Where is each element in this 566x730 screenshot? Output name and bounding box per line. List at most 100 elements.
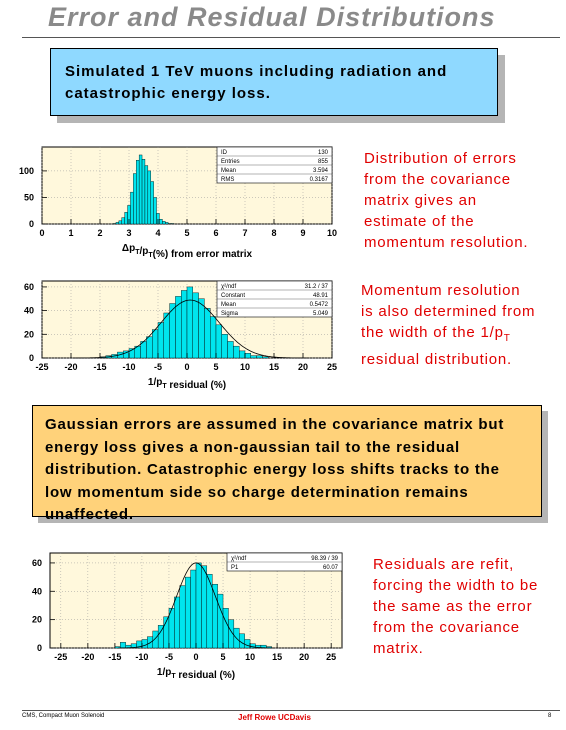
histogram-bar [175, 296, 182, 359]
y-tick-label: 50 [24, 192, 34, 202]
histogram-bar [179, 585, 186, 649]
x-tick-label: -25 [35, 362, 48, 372]
x-tick-label: 3 [126, 228, 131, 238]
note-errors: Distribution of errors from the covarian… [364, 150, 529, 251]
x-tick-label: -25 [54, 652, 67, 662]
histogram-bar [250, 355, 257, 359]
histogram-bar [120, 642, 126, 649]
x-tick-label: -20 [64, 362, 77, 372]
histogram-bar [151, 329, 159, 359]
histogram-bar [133, 173, 137, 225]
y-tick-label: 100 [19, 166, 34, 176]
y-tick-label: 0 [37, 643, 42, 653]
stats-label: χ²/ndf [231, 556, 246, 562]
histogram-bar [244, 353, 251, 359]
stats-label: RMS [221, 177, 234, 183]
y-tick-label: 40 [24, 306, 34, 316]
stats-value: 48.91 [313, 293, 329, 299]
footer-divider [22, 710, 560, 711]
x-tick-label: 25 [327, 362, 337, 372]
histogram-bar [244, 639, 251, 649]
x-tick-label: 0 [39, 228, 44, 238]
gaussian-fit-curve [118, 562, 274, 649]
x-tick-label: 10 [245, 652, 255, 662]
x-axis-label: ΔpT/pT(%) from error matrix [122, 243, 253, 260]
x-tick-label: -20 [81, 652, 94, 662]
stats-label: Constant [221, 293, 245, 299]
histogram-bar [162, 221, 166, 225]
stats-label: Sigma [221, 311, 239, 317]
chart-3: -25 -20 -15 -10 -5 0 5 10 15 20 25 0 20 40 60 1/pT resi… [32, 552, 343, 681]
stats-label: ID [221, 150, 228, 156]
x-tick-label: 0 [193, 652, 198, 662]
stats-value: 98.39 / 39 [311, 556, 338, 562]
x-tick-label: -15 [93, 362, 106, 372]
x-tick-label: 5 [221, 652, 226, 662]
y-tick-label: 0 [29, 219, 34, 229]
x-tick-label: -5 [154, 362, 162, 372]
y-tick-label: 60 [32, 558, 42, 568]
histogram-bar [124, 212, 128, 225]
histogram-bar [146, 336, 153, 359]
chart-2: -25 -20 -15 -10 -5 0 5 10 15 20 25 0 20 40 60 1/pT resi… [24, 280, 337, 391]
middle-box: Gaussian errors are assumed in the covar… [32, 405, 542, 523]
footer-left: CMS, Compact Muon Solenoid [22, 713, 105, 719]
histogram-bar [153, 197, 157, 225]
histogram-bar [121, 217, 125, 225]
x-tick-label: 25 [326, 652, 336, 662]
y-tick-label: 20 [32, 615, 42, 625]
stats-label: P1 [231, 565, 239, 571]
histogram-bar [238, 350, 246, 359]
y-tick-label: 40 [32, 586, 42, 596]
histogram-bar [163, 312, 170, 359]
histogram-bar [136, 160, 140, 225]
stats-value: 130 [318, 150, 329, 156]
stats-label: Entries [221, 159, 240, 165]
histogram-bar [170, 223, 175, 225]
histogram-bar [212, 583, 218, 649]
stats-label: Mean [221, 168, 236, 174]
x-tick-label: -15 [108, 652, 121, 662]
stats-value: 0.5472 [310, 302, 329, 308]
x-tick-label: -10 [122, 362, 135, 372]
gaussian-fit-curve [73, 299, 308, 359]
histogram-bar [157, 322, 165, 359]
histogram-bar [138, 154, 143, 225]
histogram-bar [186, 286, 194, 359]
histogram-bar [130, 191, 134, 225]
histogram-bar [215, 324, 223, 359]
histogram-bar [221, 334, 228, 359]
stats-value: 31.2 / 37 [305, 284, 329, 290]
intro-box: Simulated 1 TeV muons including radiatio… [50, 48, 498, 116]
x-tick-label: 6 [213, 228, 218, 238]
histogram-bar [150, 181, 154, 225]
x-axis-label: 1/pT residual (%) [157, 667, 235, 681]
x-tick-label: -10 [135, 652, 148, 662]
stats-label: Mean [221, 302, 236, 308]
y-tick-label: 60 [24, 282, 34, 292]
stats-value: 0.3167 [310, 177, 329, 183]
x-tick-label: 9 [300, 228, 305, 238]
histogram-bar [147, 170, 151, 225]
histogram-bar [174, 596, 180, 649]
histogram-bar [195, 562, 202, 649]
x-tick-label: 20 [298, 362, 308, 372]
histogram-bar [217, 593, 224, 649]
x-tick-label: 20 [299, 652, 309, 662]
histogram-bar [222, 608, 229, 649]
x-tick-label: 5 [213, 362, 218, 372]
footer-page: 8 [548, 713, 552, 719]
footer-author: Jeff Rowe UCDavis [238, 713, 311, 722]
histogram-bar [204, 308, 211, 359]
histogram-bar [227, 341, 234, 359]
histogram-bar [184, 576, 191, 649]
histogram-bar [190, 569, 197, 649]
x-tick-label: 10 [240, 362, 250, 372]
x-tick-label: 1 [68, 228, 73, 238]
stats-value: 5.049 [313, 311, 329, 317]
x-tick-label: 4 [155, 228, 160, 238]
histogram-bar [198, 298, 205, 359]
histogram-bar [209, 316, 217, 359]
histogram-bar [165, 222, 169, 225]
